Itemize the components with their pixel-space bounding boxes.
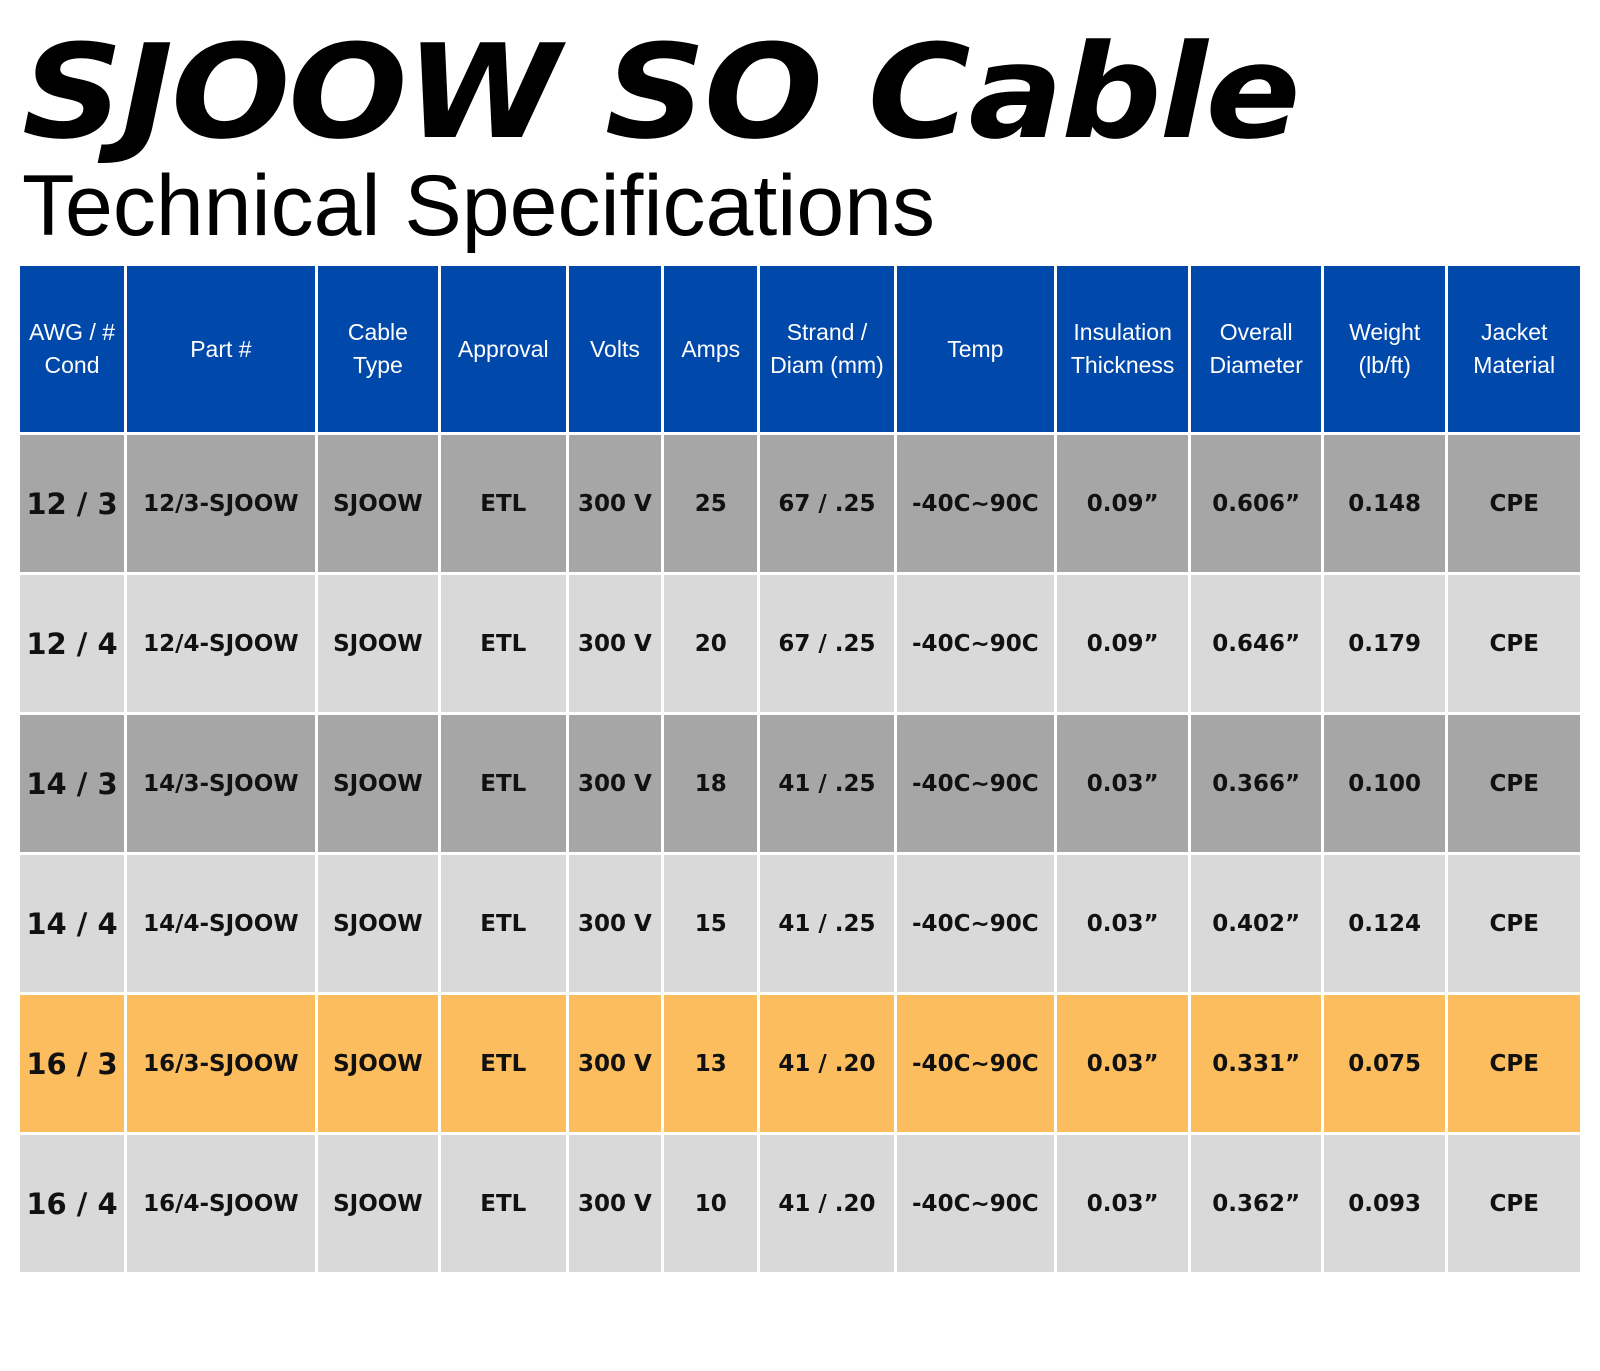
cell-awg-cond: 16 / 4: [20, 1135, 128, 1275]
cell-cable-type: SJOOW: [317, 715, 442, 855]
cell-awg-cond: 12 / 3: [20, 435, 128, 575]
header-approval: Approval: [441, 266, 569, 435]
header-row: AWG / # Cond Part # Cable Type Approval …: [20, 266, 1580, 435]
cell-awg-cond: 16 / 3: [20, 995, 128, 1135]
cell-weight: 0.179: [1323, 575, 1449, 715]
cell-temp: -40C~90C: [896, 855, 1057, 995]
cell-weight: 0.093: [1323, 1135, 1449, 1275]
spec-table: AWG / # Cond Part # Cable Type Approval …: [20, 266, 1580, 1275]
header-strand-diam: Strand / Diam (mm): [760, 266, 897, 435]
cell-jacket-material: CPE: [1448, 1135, 1580, 1275]
cell-temp: -40C~90C: [896, 435, 1057, 575]
page-subtitle: Technical Specifications: [22, 158, 936, 254]
header-insulation-thickness: Insulation Thickness: [1056, 266, 1192, 435]
cell-insulation-thickness: 0.03”: [1056, 1135, 1192, 1275]
cell-weight: 0.075: [1323, 995, 1449, 1135]
cell-part-number: 14/4-SJOOW: [127, 855, 318, 995]
cell-volts: 300 V: [568, 1135, 665, 1275]
cell-temp: -40C~90C: [896, 575, 1057, 715]
cell-strand-diam: 41 / .20: [760, 1135, 897, 1275]
cell-amps: 13: [664, 995, 761, 1135]
cell-awg-cond: 14 / 4: [20, 855, 128, 995]
cell-part-number: 16/3-SJOOW: [127, 995, 318, 1135]
table-row: 14 / 4 14/4-SJOOW SJOOW ETL 300 V 15 41 …: [20, 855, 1580, 995]
cell-awg-cond: 12 / 4: [20, 575, 128, 715]
header-volts: Volts: [568, 266, 665, 435]
cell-part-number: 14/3-SJOOW: [127, 715, 318, 855]
cell-part-number: 16/4-SJOOW: [127, 1135, 318, 1275]
page-title: SJOOW SO Cable: [22, 16, 1301, 168]
cell-approval: ETL: [441, 1135, 569, 1275]
cell-temp: -40C~90C: [896, 1135, 1057, 1275]
cell-amps: 20: [664, 575, 761, 715]
cell-insulation-thickness: 0.09”: [1056, 435, 1192, 575]
cell-overall-diameter: 0.331”: [1191, 995, 1324, 1135]
cell-overall-diameter: 0.366”: [1191, 715, 1324, 855]
cell-weight: 0.100: [1323, 715, 1449, 855]
cell-strand-diam: 41 / .25: [760, 855, 897, 995]
cell-volts: 300 V: [568, 575, 665, 715]
header-overall-diameter: Overall Diameter: [1191, 266, 1324, 435]
cell-weight: 0.148: [1323, 435, 1449, 575]
cell-overall-diameter: 0.646”: [1191, 575, 1324, 715]
cell-approval: ETL: [441, 855, 569, 995]
header-temp: Temp: [896, 266, 1057, 435]
header-weight: Weight (lb/ft): [1323, 266, 1449, 435]
cell-jacket-material: CPE: [1448, 575, 1580, 715]
header-amps: Amps: [664, 266, 761, 435]
table-row-highlighted: 16 / 3 16/3-SJOOW SJOOW ETL 300 V 13 41 …: [20, 995, 1580, 1135]
cell-approval: ETL: [441, 435, 569, 575]
cell-jacket-material: CPE: [1448, 435, 1580, 575]
cell-jacket-material: CPE: [1448, 715, 1580, 855]
table-row: 12 / 3 12/3-SJOOW SJOOW ETL 300 V 25 67 …: [20, 435, 1580, 575]
cell-weight: 0.124: [1323, 855, 1449, 995]
cell-insulation-thickness: 0.03”: [1056, 855, 1192, 995]
header-jacket-material: Jacket Material: [1448, 266, 1580, 435]
cell-jacket-material: CPE: [1448, 855, 1580, 995]
cell-part-number: 12/3-SJOOW: [127, 435, 318, 575]
cell-overall-diameter: 0.362”: [1191, 1135, 1324, 1275]
cell-insulation-thickness: 0.03”: [1056, 995, 1192, 1135]
table-row: 12 / 4 12/4-SJOOW SJOOW ETL 300 V 20 67 …: [20, 575, 1580, 715]
cell-volts: 300 V: [568, 855, 665, 995]
cell-awg-cond: 14 / 3: [20, 715, 128, 855]
cell-cable-type: SJOOW: [317, 575, 442, 715]
table-row: 14 / 3 14/3-SJOOW SJOOW ETL 300 V 18 41 …: [20, 715, 1580, 855]
cell-overall-diameter: 0.402”: [1191, 855, 1324, 995]
table-row: 16 / 4 16/4-SJOOW SJOOW ETL 300 V 10 41 …: [20, 1135, 1580, 1275]
cell-amps: 10: [664, 1135, 761, 1275]
cell-strand-diam: 67 / .25: [760, 575, 897, 715]
cell-cable-type: SJOOW: [317, 435, 442, 575]
cell-amps: 25: [664, 435, 761, 575]
cell-strand-diam: 41 / .20: [760, 995, 897, 1135]
header-part-number: Part #: [127, 266, 318, 435]
cell-cable-type: SJOOW: [317, 855, 442, 995]
header-cable-type: Cable Type: [317, 266, 442, 435]
cell-overall-diameter: 0.606”: [1191, 435, 1324, 575]
cell-approval: ETL: [441, 995, 569, 1135]
cell-volts: 300 V: [568, 715, 665, 855]
cell-volts: 300 V: [568, 995, 665, 1135]
cell-cable-type: SJOOW: [317, 995, 442, 1135]
cell-amps: 15: [664, 855, 761, 995]
cell-jacket-material: CPE: [1448, 995, 1580, 1135]
cell-temp: -40C~90C: [896, 995, 1057, 1135]
cell-cable-type: SJOOW: [317, 1135, 442, 1275]
cell-insulation-thickness: 0.03”: [1056, 715, 1192, 855]
cell-approval: ETL: [441, 575, 569, 715]
cell-amps: 18: [664, 715, 761, 855]
cell-insulation-thickness: 0.09”: [1056, 575, 1192, 715]
cell-strand-diam: 67 / .25: [760, 435, 897, 575]
cell-approval: ETL: [441, 715, 569, 855]
cell-strand-diam: 41 / .25: [760, 715, 897, 855]
cell-part-number: 12/4-SJOOW: [127, 575, 318, 715]
cell-temp: -40C~90C: [896, 715, 1057, 855]
cell-volts: 300 V: [568, 435, 665, 575]
header-awg-cond: AWG / # Cond: [20, 266, 128, 435]
